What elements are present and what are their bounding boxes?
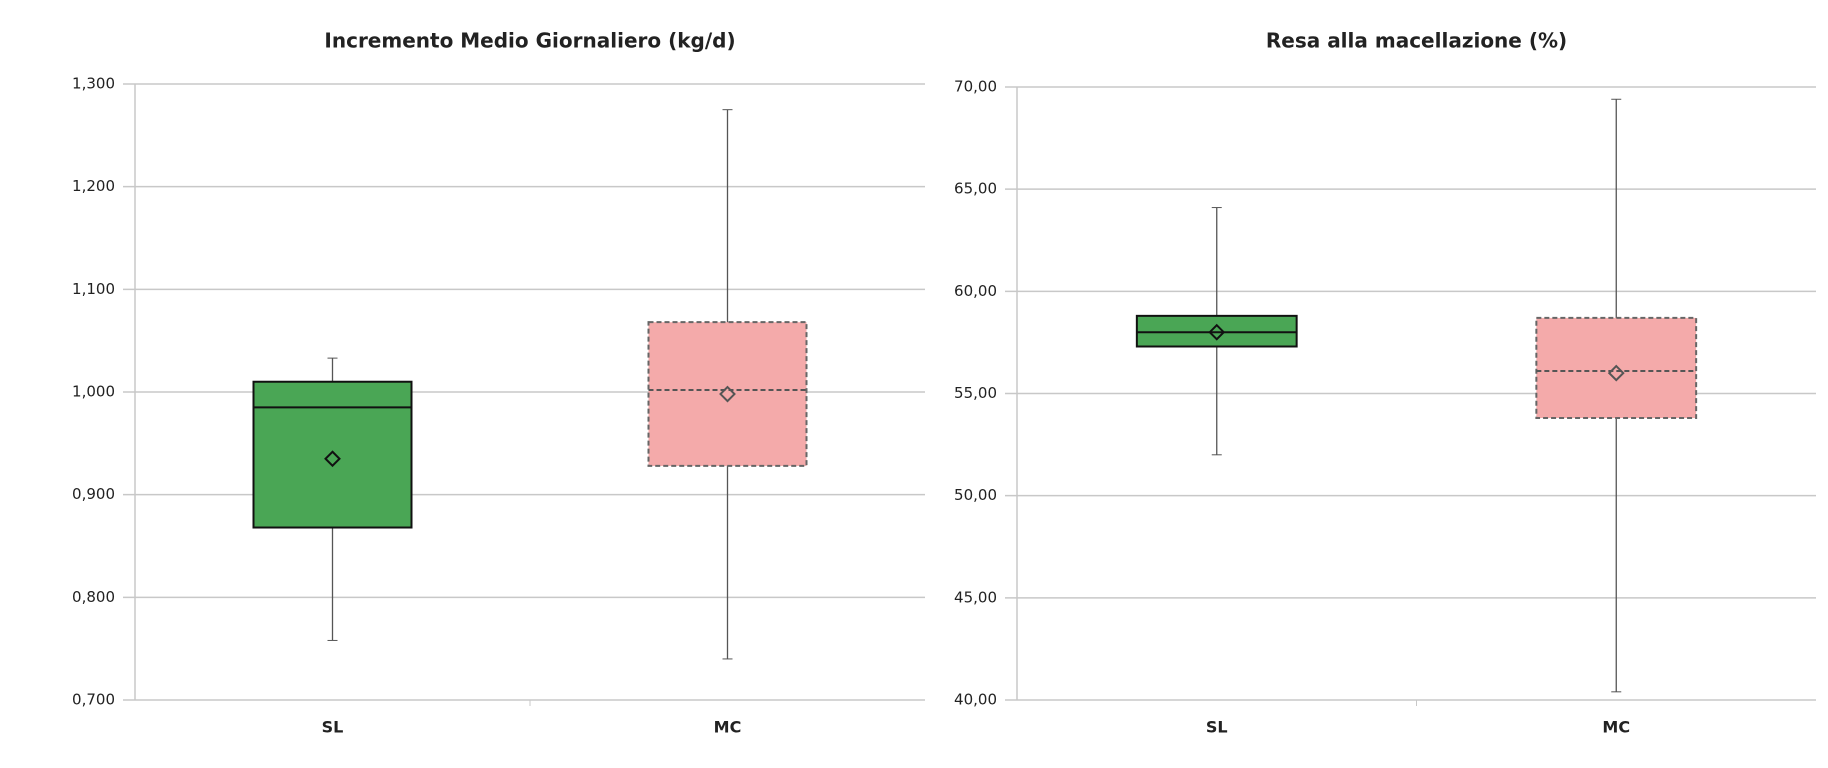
y-tick-label: 1,000 — [72, 383, 115, 401]
x-tick-label: SL — [322, 718, 344, 737]
mean-marker — [719, 385, 736, 403]
mean-marker — [1208, 323, 1226, 341]
x-tick-label: MC — [1602, 718, 1630, 737]
box — [647, 321, 808, 467]
y-tick-label: 1,100 — [72, 280, 115, 298]
mean-marker — [324, 450, 341, 468]
y-tick-label: 1,300 — [72, 75, 115, 93]
y-tick-label: 0,900 — [72, 485, 115, 503]
y-tick-label: 45,00 — [954, 588, 997, 606]
y-tick-label: 55,00 — [954, 384, 997, 402]
y-tick-label: 0,800 — [72, 588, 115, 606]
y-tick-label: 50,00 — [954, 486, 997, 504]
box — [252, 380, 413, 529]
y-tick-label: 0,700 — [72, 691, 115, 709]
mean-marker — [1607, 364, 1625, 382]
chart-title: Resa alla macellazione (%) — [1266, 29, 1567, 53]
y-tick-label: 70,00 — [954, 78, 997, 96]
y-tick-label: 60,00 — [954, 282, 997, 300]
y-tick-label: 65,00 — [954, 180, 997, 198]
y-tick-label: 40,00 — [954, 691, 997, 709]
chart-title: Incremento Medio Giornaliero (kg/d) — [324, 29, 735, 53]
box — [1135, 314, 1298, 348]
box — [1535, 316, 1698, 420]
x-tick-label: SL — [1206, 718, 1228, 737]
x-tick-label: MC — [714, 718, 742, 737]
y-tick-label: 1,200 — [72, 177, 115, 195]
